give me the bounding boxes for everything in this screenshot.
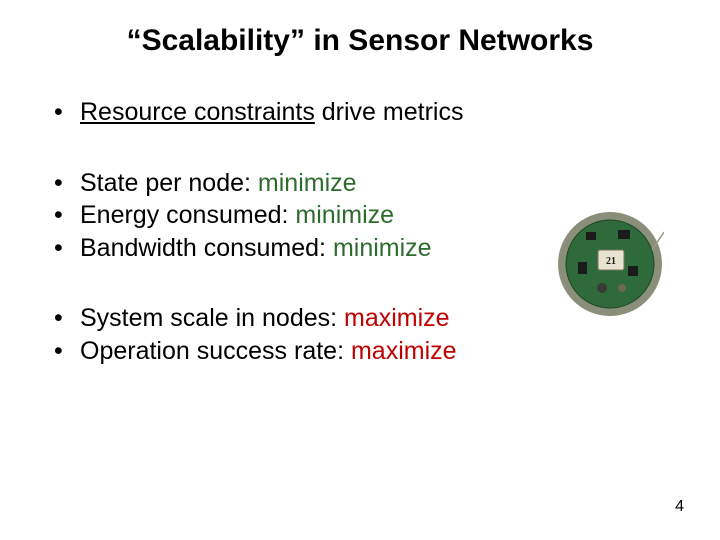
text-minimize: minimize	[258, 169, 357, 197]
text-minimize: minimize	[333, 234, 432, 262]
bullet-item: Operation success rate: maximize	[50, 335, 670, 368]
text: Bandwidth consumed:	[80, 234, 333, 262]
text: drive metrics	[315, 98, 464, 126]
text: Operation success rate:	[80, 337, 351, 365]
chip-label-text: 21	[606, 256, 616, 267]
sensor-pcb-icon: 21	[556, 210, 664, 318]
bullet-item: Resource constraints drive metrics	[50, 96, 670, 129]
slide-title: “Scalability” in Sensor Networks	[50, 24, 670, 58]
text-minimize: minimize	[295, 201, 394, 229]
sensor-node-image: 21	[556, 210, 664, 318]
spacer	[50, 129, 670, 167]
slide-container: “Scalability” in Sensor Networks Resourc…	[0, 0, 720, 540]
text-underlined: Resource constraints	[80, 98, 315, 126]
text: Energy consumed:	[80, 201, 295, 229]
text: State per node:	[80, 169, 258, 197]
bullet-item: State per node: minimize	[50, 167, 670, 200]
text-maximize: maximize	[351, 337, 457, 365]
bullet-group-1: Resource constraints drive metrics	[50, 96, 670, 129]
page-number: 4	[675, 498, 684, 516]
text: System scale in nodes:	[80, 304, 344, 332]
text-maximize: maximize	[344, 304, 450, 332]
